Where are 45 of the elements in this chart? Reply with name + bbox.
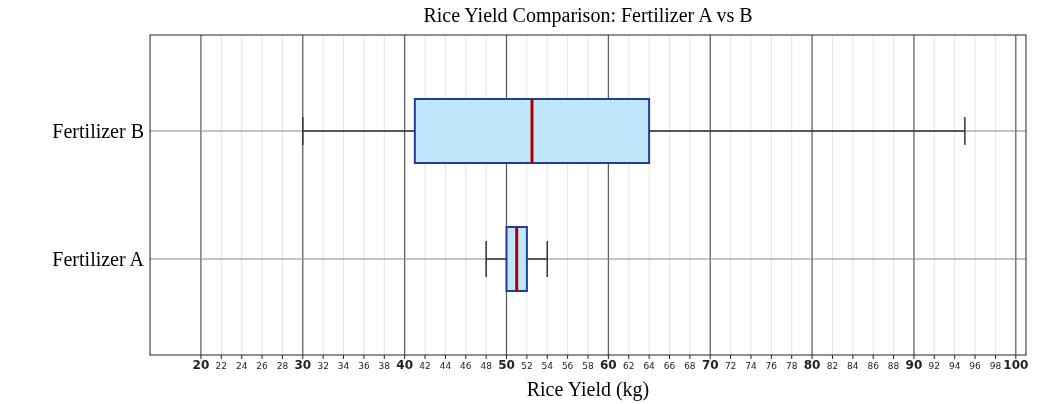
x-tick-label: 46: [460, 361, 472, 371]
x-tick-label: 68: [684, 361, 696, 371]
x-tick-label: 74: [745, 361, 757, 371]
x-tick-label: 64: [643, 361, 656, 371]
x-tick-label: 80: [803, 358, 821, 372]
x-tick-label: 84: [847, 361, 859, 371]
y-tick-label: Fertilizer B: [52, 120, 144, 142]
x-tick-label: 28: [276, 361, 289, 371]
x-tick-label: 78: [785, 361, 798, 371]
x-tick-label: 36: [358, 361, 370, 371]
x-tick-label: 72: [724, 361, 737, 371]
x-tick-label: 70: [701, 358, 719, 372]
x-tick-label: 54: [541, 361, 554, 371]
x-tick-label: 20: [192, 358, 210, 372]
x-tick-label: 42: [419, 361, 431, 371]
x-tick-label: 76: [765, 361, 778, 371]
x-tick-label: 88: [887, 361, 900, 371]
x-tick-label: 48: [480, 361, 493, 371]
x-tick-label: 50: [498, 358, 515, 372]
x-tick-label: 62: [623, 361, 635, 371]
chart-title: Rice Yield Comparison: Fertilizer A vs B: [423, 4, 753, 27]
x-tick-label: 66: [663, 361, 676, 371]
x-axis-title: Rice Yield (kg): [526, 378, 650, 401]
x-tick-label: 56: [561, 361, 574, 371]
x-tick-label: 94: [948, 361, 961, 371]
x-tick-label: 38: [378, 361, 391, 371]
x-tick-label: 86: [867, 361, 880, 371]
x-tick-label: 24: [235, 361, 248, 371]
x-tick-label: 44: [439, 361, 452, 371]
x-tick-label: 40: [396, 358, 413, 372]
x-tick-label: 26: [256, 361, 269, 371]
x-tick-label: 100: [1003, 358, 1029, 372]
x-tick-label: 52: [521, 361, 533, 371]
x-tick-label: 90: [905, 358, 923, 372]
y-tick-label: Fertilizer A: [52, 248, 145, 270]
x-tick-label: 60: [600, 358, 617, 372]
x-tick-label: 92: [928, 361, 941, 371]
x-tick-label: 58: [582, 361, 594, 371]
x-tick-label: 30: [294, 358, 312, 372]
x-tick-label: 96: [969, 361, 982, 371]
x-tick-label: 34: [337, 361, 350, 371]
x-tick-label: 22: [215, 361, 228, 371]
x-tick-label: 32: [317, 361, 329, 371]
x-tick-label: 98: [989, 361, 1002, 371]
x-tick-label: 82: [826, 361, 839, 371]
